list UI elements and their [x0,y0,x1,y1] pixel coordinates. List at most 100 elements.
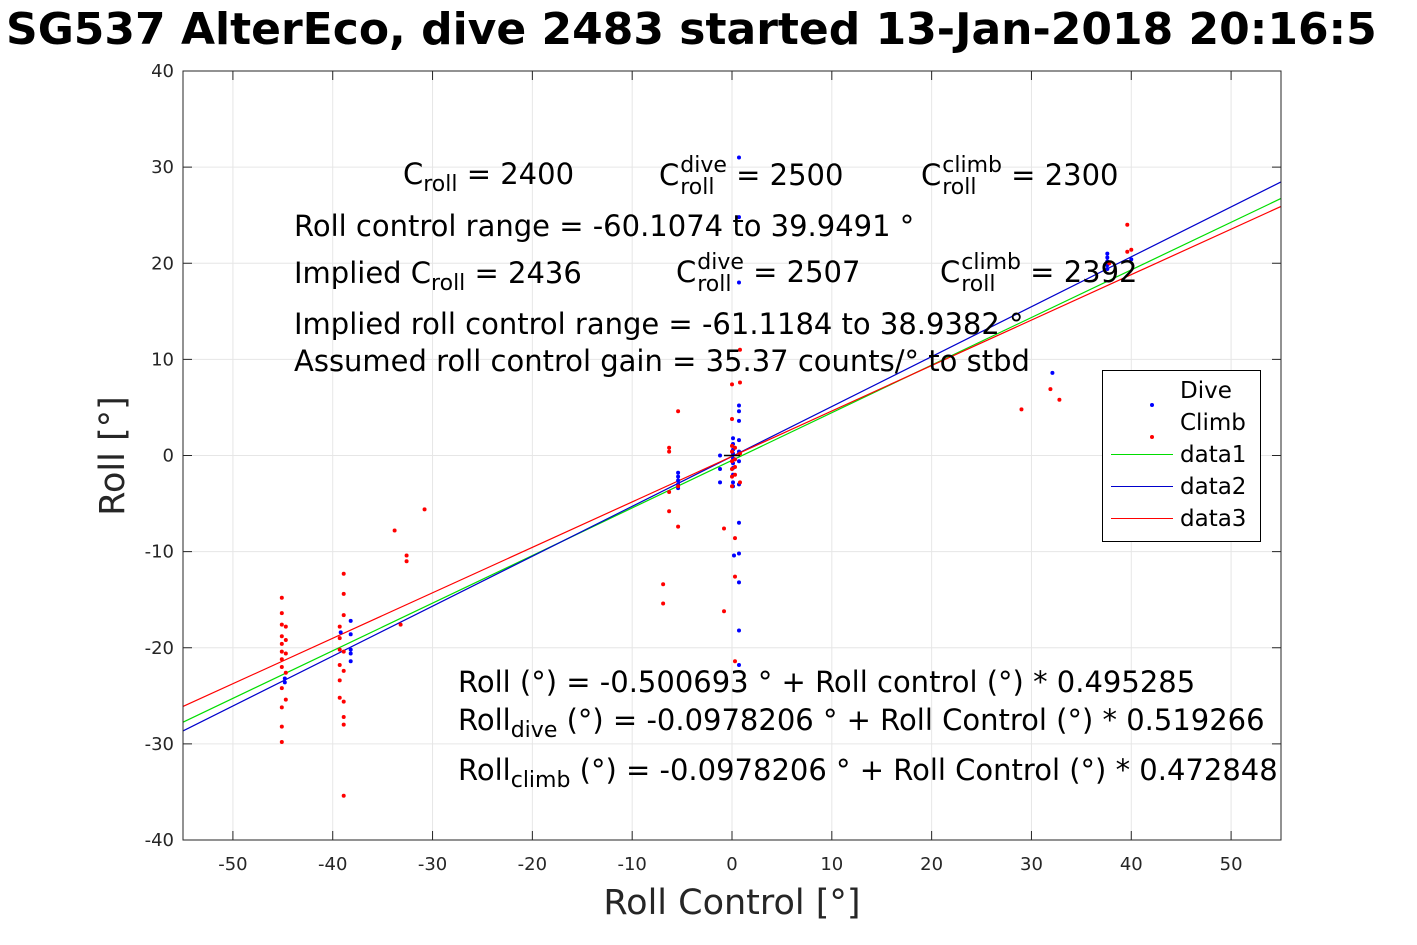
y-tick-label: 40 [151,61,174,82]
x-tick-label: -10 [617,854,646,875]
climb-point [730,474,734,479]
climb-point [337,678,342,683]
climb-point [341,793,346,798]
climb-point [341,668,346,673]
dive-point [282,680,287,685]
climb-point [732,472,737,477]
dive-point [730,480,735,485]
legend-item-dive: Dive [1103,376,1260,408]
climb-point [667,445,672,450]
dive-point [718,480,723,485]
x-tick-label: -50 [218,854,247,875]
climb-point [730,449,734,454]
implied-c-roll-annotation: Implied Croll = 2436 [294,256,582,296]
legend-label-dive: Dive [1180,378,1232,404]
dive-point [348,618,353,623]
climb-point [279,641,284,646]
legend-label-climb: Climb [1180,410,1246,436]
x-tick-label: 50 [1220,854,1243,875]
scatter-points [279,155,1134,798]
y-tick-label: 30 [151,157,174,178]
dive-point [676,474,681,479]
y-tick-label: -40 [145,830,174,851]
climb-point [737,347,742,352]
dive-point [338,630,343,635]
climb-point [676,484,681,489]
dive-point [736,459,741,464]
climb-point [730,443,734,448]
climb-point [737,380,742,385]
y-tick-label: 20 [151,253,174,274]
chart-title: SG537 AlterEco, dive 2483 started 13-Jan… [6,4,1377,55]
climb-point [730,466,734,471]
climb-point [732,445,737,450]
climb-point [661,582,666,587]
dive-point [736,409,741,414]
climb-point [676,409,681,414]
dive-point [348,647,353,652]
climb-point [337,647,342,652]
fit-dive-annotation: Rolldive (°) = -0.0978206 ° + Roll Contr… [458,703,1265,743]
x-tick-label: -20 [518,854,547,875]
x-tick-label: -30 [418,854,447,875]
fit-all-annotation: Roll (°) = -0.500693 ° + Roll control (°… [458,665,1196,699]
climb-point [1107,261,1112,266]
climb-point [279,595,284,600]
climb-point [283,651,288,656]
climb-point [279,611,284,616]
climb-point [732,457,737,462]
climb-point [279,664,284,669]
dive-point [1129,257,1134,262]
climb-point [1057,397,1062,402]
climb-point [341,649,346,654]
climb-point [404,559,409,564]
y-tick-label: 10 [151,349,174,370]
dive-point [731,553,736,558]
legend-line-data3 [1111,518,1173,519]
legend-item-climb: Climb [1103,408,1260,440]
climb-point [661,601,666,606]
c-roll-annotation: Croll = 2400 [403,157,575,197]
dive-point [730,436,735,441]
x-tick-label: 20 [920,854,943,875]
climb-point [737,480,742,485]
climb-point [1048,387,1053,392]
x-tick-label: 40 [1120,854,1143,875]
climb-point [1019,407,1024,412]
climb-point [392,528,397,533]
dive-point [1105,267,1110,272]
dive-point [736,418,741,423]
climb-point [283,624,288,629]
legend-label-data3: data3 [1180,506,1247,532]
climb-point [279,649,284,654]
climb-point [422,507,427,512]
dive-point [736,628,741,633]
dive-point [736,520,741,525]
climb-point [1125,249,1130,254]
dive-point [736,438,741,443]
dive-point [736,403,741,408]
climb-point [279,634,284,639]
dive-point [736,155,741,160]
x-tick-label: 30 [1020,854,1043,875]
climb-point [404,553,409,558]
dive-point [718,466,723,471]
dive-point [1050,370,1055,375]
climb-point [732,659,737,664]
legend-label-data1: data1 [1180,442,1247,468]
y-tick-label: -20 [145,638,174,659]
climb-point [279,724,284,729]
x-axis-label: Roll Control [°] [603,883,860,923]
dive-point [282,676,287,681]
climb-point [337,636,342,641]
climb-point [283,638,288,643]
legend-item-data2: data2 [1103,472,1260,504]
climb-point [667,509,672,514]
climb-point [341,571,346,576]
climb-point [337,663,342,668]
climb-point [283,697,288,702]
climb-point [676,524,681,529]
